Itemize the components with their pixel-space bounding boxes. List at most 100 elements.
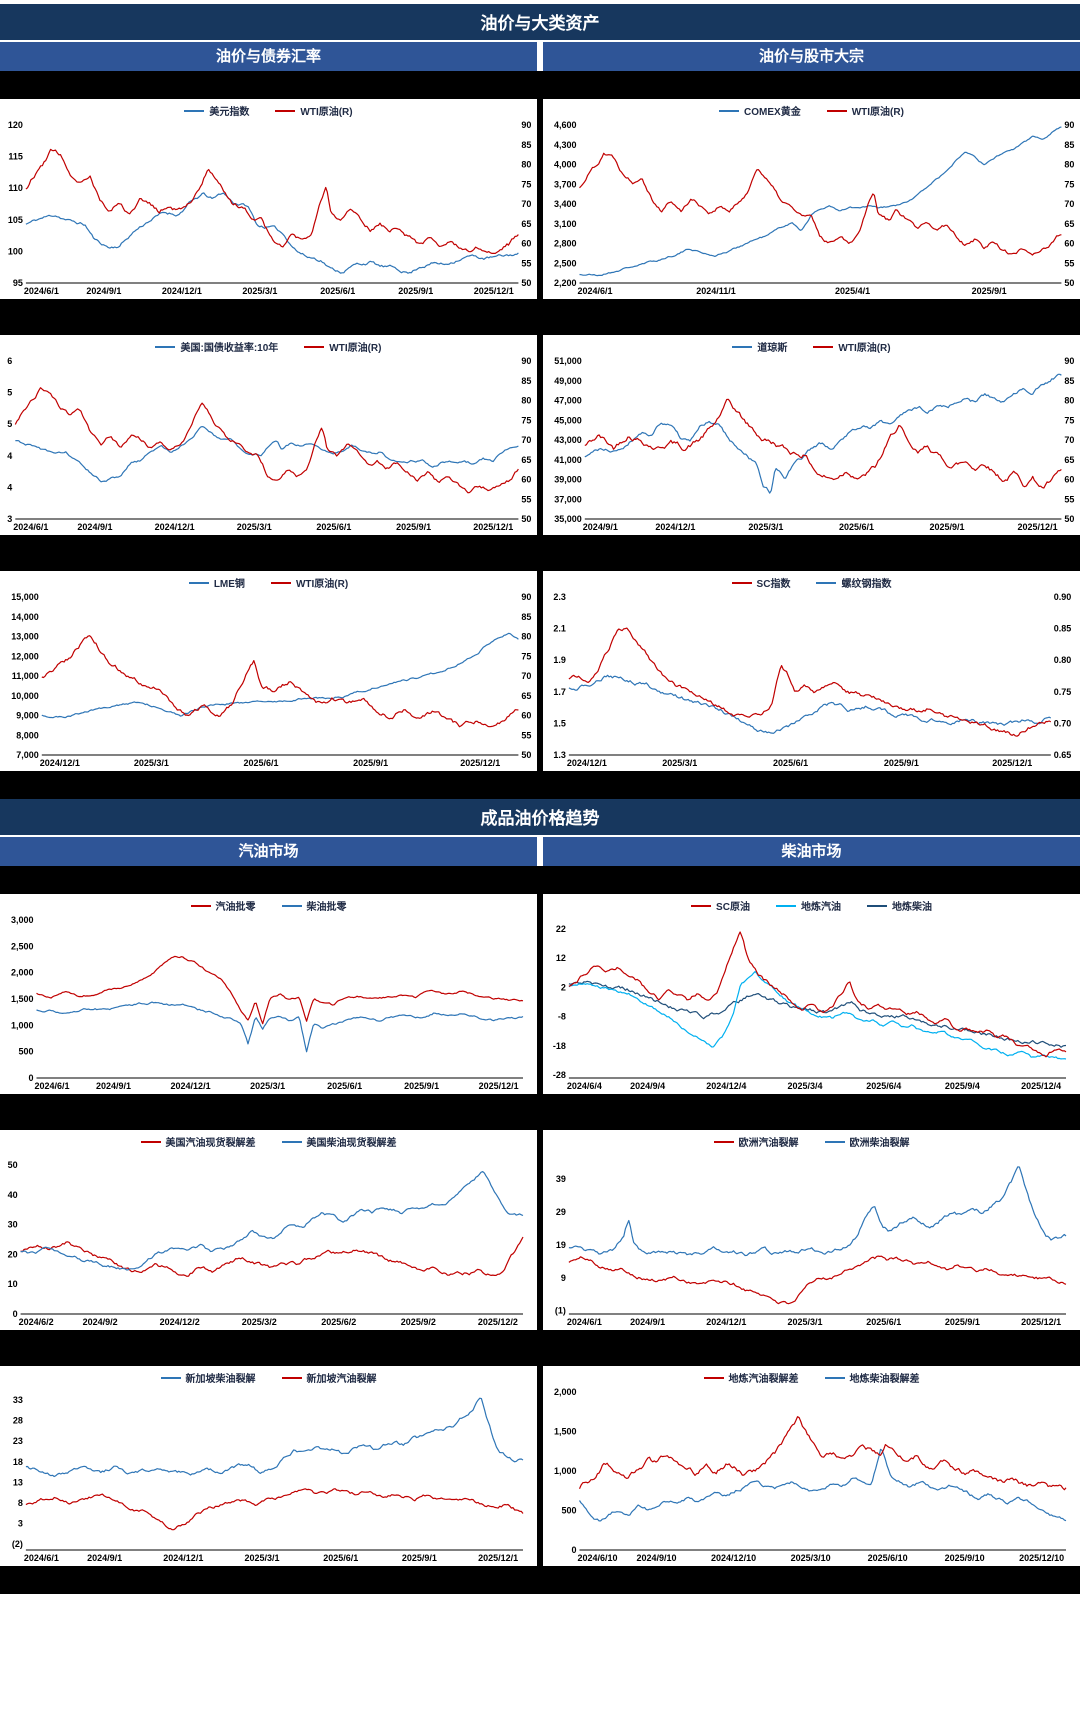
- europe-gasoline-diesel-crack-plot: 39 29 19 9 (1)2024/6/1 2024/9/1 2024/12/1 2025/…: [555, 1166, 1067, 1327]
- svg-text:1,500: 1,500: [11, 994, 34, 1004]
- legend-label: WTI原油(R): [851, 107, 904, 118]
- svg-text:51,000: 51,000: [554, 356, 582, 366]
- legend-line-swatch: [281, 1376, 302, 1379]
- legend-item: 地炼汽油: [775, 898, 841, 913]
- legend-line-swatch: [703, 1376, 724, 1379]
- svg-text:2025/3/1: 2025/3/1: [662, 758, 697, 768]
- subheader-gasoline-market: 汽油市场: [0, 837, 537, 866]
- report-page: 油价与大类资产 油价与债券汇率 油价与股市大宗 美元指数 WTI原油(R) 120 1…: [0, 4, 1080, 1724]
- sc-crude-vs-teapot-margins: SC原油 地炼汽油 地炼柴油 22 12 2 -8 -18 -28 2024/6/4 2024/9/…: [543, 894, 1080, 1094]
- svg-text:10,000: 10,000: [11, 691, 39, 701]
- svg-text:55: 55: [1064, 258, 1074, 268]
- svg-text:2025/6/4: 2025/6/4: [866, 1081, 901, 1091]
- y-axis-left-labels: 50 40 30 20 10 0: [8, 1160, 18, 1319]
- dow-jones-vs-wti-plot: 51,000 49,000 47,000 45,000 43,000 41,000 39,0…: [554, 356, 1074, 532]
- svg-text:2025/3/2: 2025/3/2: [242, 1317, 277, 1327]
- legend-label: 地炼柴油: [891, 902, 932, 913]
- svg-text:70: 70: [1064, 435, 1074, 445]
- legend-item: 美国:国债收益率:10年: [155, 339, 278, 354]
- svg-text:33: 33: [13, 1395, 23, 1405]
- legend-label: 地炼柴油裂解差: [849, 1374, 920, 1385]
- x-axis-labels: 2024/12/1 2025/3/1 2025/6/1 2025/9/1 2025/12…: [40, 758, 500, 768]
- series-line: [584, 373, 1062, 494]
- legend-line-swatch: [188, 581, 209, 584]
- legend-item: 道琼斯: [732, 339, 787, 354]
- series-line: [25, 1488, 524, 1531]
- svg-text:2,800: 2,800: [554, 239, 577, 249]
- legend-item: 新加坡柴油裂解: [160, 1370, 256, 1385]
- svg-text:2025/9/1: 2025/9/1: [396, 522, 431, 532]
- svg-text:2025/9/1: 2025/9/1: [945, 1317, 980, 1327]
- svg-text:2024/12/1: 2024/12/1: [171, 1081, 211, 1091]
- legend-line-swatch: [155, 345, 176, 348]
- legend-label: 汽油批零: [215, 902, 256, 913]
- us-gasoline-diesel-spot-crack-legend: 美国汽油现货裂解差 美国柴油现货裂解差: [0, 1133, 537, 1150]
- dow-jones-vs-wti: 道琼斯 WTI原油(R) 51,000 49,000 47,000 45,000 43,00…: [543, 335, 1080, 535]
- svg-text:2.1: 2.1: [553, 624, 566, 634]
- svg-text:75: 75: [1064, 179, 1074, 189]
- svg-text:65: 65: [1064, 219, 1074, 229]
- svg-text:2025/12/1: 2025/12/1: [474, 286, 514, 296]
- legend-line-swatch: [719, 109, 740, 112]
- svg-text:90: 90: [1064, 120, 1074, 130]
- svg-text:110: 110: [8, 183, 23, 193]
- svg-text:2025/12/1: 2025/12/1: [479, 1081, 519, 1091]
- series-line: [25, 148, 519, 254]
- svg-text:3: 3: [18, 1518, 23, 1528]
- legend-line-swatch: [826, 109, 847, 112]
- svg-text:0.90: 0.90: [1054, 592, 1072, 602]
- svg-text:2024/6/2: 2024/6/2: [19, 1317, 54, 1327]
- svg-text:37,000: 37,000: [554, 494, 582, 504]
- svg-text:39,000: 39,000: [554, 475, 582, 485]
- legend-item: 地炼柴油裂解差: [824, 1370, 920, 1385]
- legend-item: 美国柴油现货裂解差: [281, 1134, 397, 1149]
- svg-text:2024/9/1: 2024/9/1: [87, 1553, 122, 1563]
- svg-text:2025/12/1: 2025/12/1: [473, 522, 513, 532]
- svg-text:2024/9/10: 2024/9/10: [637, 1553, 677, 1563]
- legend-line-swatch: [732, 345, 753, 348]
- svg-text:2025/9/10: 2025/9/10: [945, 1553, 985, 1563]
- legend-label: 美国汽油现货裂解差: [165, 1138, 256, 1149]
- legend-item: SC指数: [731, 575, 791, 590]
- svg-text:1,000: 1,000: [11, 1020, 34, 1030]
- legend-label: SC指数: [756, 579, 791, 590]
- svg-text:2025/9/1: 2025/9/1: [972, 286, 1007, 296]
- lme-copper-vs-wti-plot: 15,000 14,000 13,000 12,000 11,000 10,000 9,00…: [11, 592, 531, 768]
- svg-text:2024/9/1: 2024/9/1: [77, 522, 112, 532]
- series-line: [25, 192, 519, 274]
- x-axis-labels: 2024/6/1 2024/11/1 2025/4/1 2025/9/1: [578, 286, 1007, 296]
- svg-text:2025/12/1: 2025/12/1: [992, 758, 1032, 768]
- svg-text:2024/6/1: 2024/6/1: [24, 1553, 59, 1563]
- legend-label: COMEX黄金: [744, 107, 801, 118]
- svg-text:60: 60: [521, 239, 531, 249]
- svg-text:75: 75: [1064, 415, 1074, 425]
- svg-text:45,000: 45,000: [554, 415, 582, 425]
- svg-text:2024/6/1: 2024/6/1: [35, 1081, 70, 1091]
- series-line: [568, 971, 1067, 1060]
- dow-jones-vs-wti-legend: 道琼斯 WTI原油(R): [543, 338, 1080, 355]
- legend-item: WTI原油(R): [813, 339, 891, 354]
- section-2-charts: 汽油批零 柴油批零 3,000 2,500 2,000 1,500 1,000 500 0 202…: [0, 866, 1080, 1594]
- series-line: [20, 1236, 524, 1277]
- y-axis-left-labels: 39 29 19 9 (1): [555, 1174, 566, 1316]
- comex-gold-vs-wti: COMEX黄金 WTI原油(R) 4,600 4,300 4,000 3,700 3,400…: [543, 99, 1080, 299]
- x-axis-labels: 2024/6/1 2024/9/1 2024/12/1 2025/3/1 2025/6/…: [13, 522, 513, 532]
- legend-item: WTI原油(R): [270, 575, 348, 590]
- legend-line-swatch: [270, 581, 291, 584]
- gasoline-diesel-wholesale-retail-legend: 汽油批零 柴油批零: [0, 897, 537, 914]
- legend-item: 欧洲汽油裂解: [713, 1134, 799, 1149]
- svg-text:55: 55: [521, 258, 531, 268]
- svg-text:12: 12: [556, 953, 566, 963]
- legend-label: 欧洲柴油裂解: [849, 1138, 910, 1149]
- svg-text:2025/3/1: 2025/3/1: [237, 522, 272, 532]
- legend-line-swatch: [140, 1140, 161, 1143]
- svg-text:-8: -8: [558, 1012, 566, 1022]
- svg-text:2,000: 2,000: [554, 1387, 577, 1397]
- svg-text:8: 8: [18, 1498, 23, 1508]
- svg-text:2,500: 2,500: [554, 258, 577, 268]
- svg-text:1.5: 1.5: [553, 718, 566, 728]
- sc-index-vs-rebar-index-plot: 2.32.11.91.71.51.30.900.850.800.750.700.…: [553, 592, 1072, 768]
- svg-text:-28: -28: [553, 1070, 566, 1080]
- series-line: [41, 632, 519, 719]
